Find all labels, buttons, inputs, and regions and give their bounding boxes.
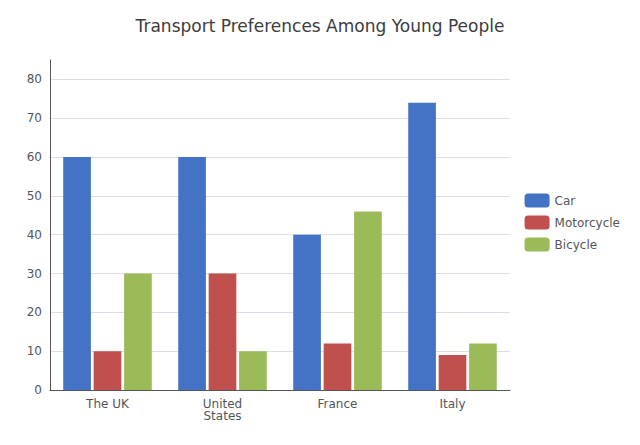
svg-text:The UK: The UK [85,397,130,411]
svg-text:States: States [203,409,241,423]
svg-text:Motorcycle: Motorcycle [555,216,620,230]
svg-text:Bicycle: Bicycle [555,238,598,252]
svg-text:0: 0 [34,383,42,397]
svg-text:80: 80 [27,72,42,86]
svg-text:30: 30 [27,267,42,281]
svg-text:60: 60 [27,150,42,164]
svg-text:20: 20 [27,305,42,319]
svg-text:Transport Preferences Among Yo: Transport Preferences Among Young People [135,16,505,36]
svg-text:40: 40 [27,228,42,242]
svg-text:United: United [202,397,243,411]
svg-text:50: 50 [27,189,42,203]
svg-text:Car: Car [555,194,576,208]
svg-text:Italy: Italy [439,397,465,411]
svg-text:10: 10 [27,344,42,358]
svg-text:France: France [318,397,358,411]
svg-text:70: 70 [27,111,42,125]
